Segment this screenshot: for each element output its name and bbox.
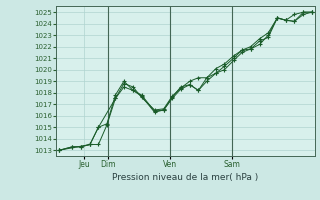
X-axis label: Pression niveau de la mer( hPa ): Pression niveau de la mer( hPa ) — [112, 173, 259, 182]
